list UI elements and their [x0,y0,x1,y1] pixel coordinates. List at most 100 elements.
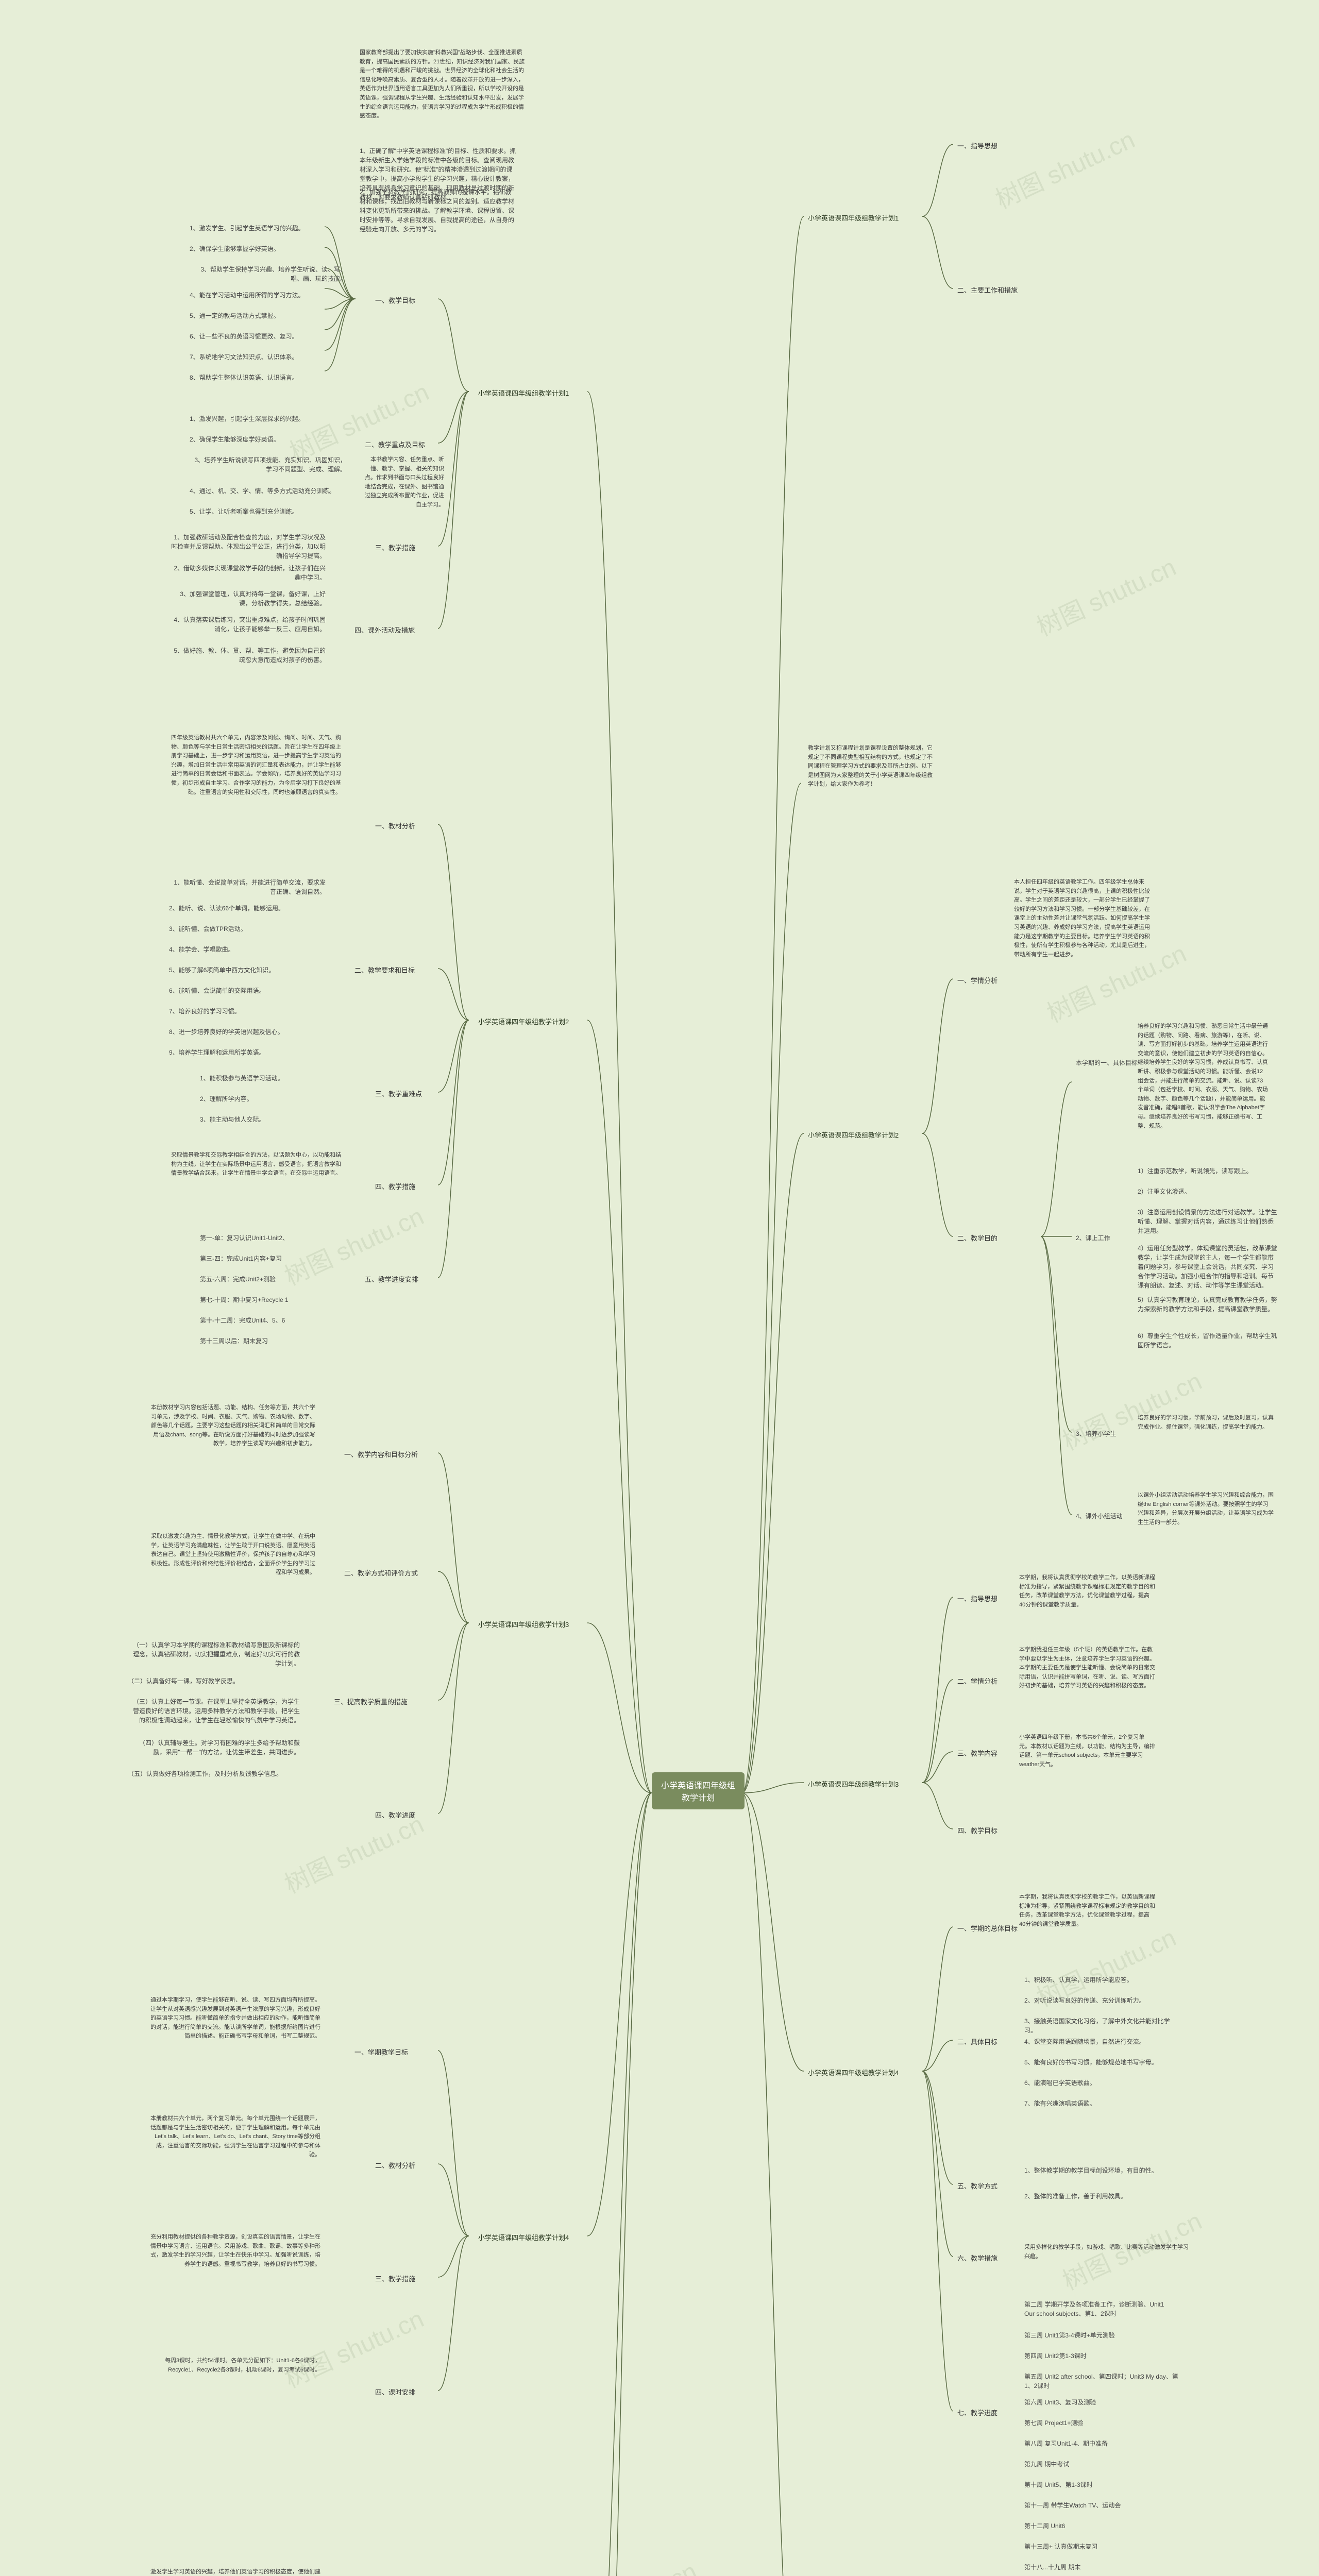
l2-c4: 四、教学措施 [371,1180,419,1194]
l1-c2-i1: 1、激发兴趣，引起学生深层探求的兴趣。 [185,412,309,426]
watermark: 树图 shutu.cn [278,2299,429,2395]
l2-c2-i9: 9、培养学生理解和运用所学英语。 [165,1046,269,1059]
r4-c2-i6: 6、能演唱已学英语歌曲。 [1020,2076,1100,2090]
watermark: 树图 shutu.cn [989,120,1140,215]
l4-c2-text: 本册教材共六个单元，两个复习单元。每个单元围绕一个话题展开，话题都是与学生生活密… [144,2112,325,2162]
r4-c5-i11: 第十二周 Unit6 [1020,2519,1069,2533]
r4-c2-i4: 4、课堂交际用语跟随场景，自然进行交流。 [1020,2035,1149,2048]
l2-c5-i3: 第五-六周：完成Unit2+测验 [196,1273,280,1286]
watermark: 树图 shutu.cn [1030,547,1181,643]
l3-c2-text: 采取以激发兴趣为主、情景化教学方式，让学生在做中学、在玩中学，让英语学习充满趣味… [144,1530,319,1580]
l1-c1-i5: 5、通一定的教与活动方式掌握。 [185,309,284,323]
r2-c2-s3-text: 培养良好的学习习惯，学前预习，课后及时复习，认真完成作业。抓住课堂，强化训练，提… [1134,1412,1278,1434]
r2-c1-text: 本人担任四年级的英语教学工作。四年级学生总体来说，学生对于英语学习的兴趣很高，上… [1010,876,1154,961]
r4-c2-i1: 1、积极听、认真学，运用所学能应答。 [1020,1973,1137,1987]
l2-c2-i8: 8、进一步培养良好的学英语兴趣及信心。 [165,1025,288,1039]
r4-c2-i5: 5、能有良好的书写习惯，能够规范地书写字母。 [1020,2056,1162,2069]
r2-c2-s4-text: 以课外小组活动活动培养学生学习兴趣和综合能力，围绕the English cor… [1134,1489,1278,1529]
r4-c2-i7: 7、能有兴趣演唱英语歌。 [1020,2097,1100,2110]
l1-c2-i5: 5、让学、让听者听案也得到充分训练。 [185,505,302,518]
l2-c2-i2: 2、能听、说、认读66个单词，能够运用。 [165,902,289,915]
r4-c5-i9: 第十周 Unit5、第1-3课时 [1020,2478,1097,2492]
l3-c4: 四、教学进度 [371,1808,419,1823]
l1-c3: 三、教学措施 [371,541,419,555]
branch-r2-c2: 二、教学目的 [953,1231,1002,1246]
r4-c5-i10: 第十一周 带学生Watch TV、运动会 [1020,2499,1125,2512]
l1-c1-i7: 7、系统地学习文法知识点、认识体系。 [185,350,302,364]
r1-c2-item2: 2、加强学科教学的研究，提高教师的授课水平。钻研教材和课标，找出旧教材与新课标之… [356,185,520,236]
l4-c1-text: 通过本学期学习，使学生能够在听、说、读、写四方面均有所提高。让学生从对英语感兴趣… [144,1994,325,2043]
l1-c1-i8: 8、帮助学生整体认识英语、认识语言。 [185,371,302,384]
r2-c2-s2-i6: 6）尊重学生个性成长，留作适量作业，帮助学生巩固所学语言。 [1134,1329,1283,1352]
r4-c5-i1: 第二周 学期开学及各项准备工作，诊断测验、Unit1 Our school su… [1020,2298,1175,2320]
l5-c1-text: 激发学生学习英语的兴趣，培养他们英语学习的积极态度，使他们建立初步的学习英语的自… [144,2566,325,2576]
l3-c1: 一、教学内容和目标分析 [340,1448,422,1462]
l1-c3-i4: 4、认真落实课后练习，突出重点难点，给孩子时间巩固消化，让孩子能够举一反三、应用… [165,613,330,636]
r2-c2-s1: 本学期的一、具体目标 [1072,1056,1142,1070]
r4-c2: 二、具体目标 [953,2035,1002,2049]
r4-c5-i3: 第四周 Unit2第1-3课时 [1020,2349,1091,2363]
branch-r2: 小学英语课四年级组教学计划2 [804,1128,903,1143]
r4-c5-i13: 第十八...十九周 期末 [1020,2561,1085,2574]
r3-c2: 二、学情分析 [953,1674,1002,1689]
r4-c1: 一、学期的总体目标 [953,1922,1022,1936]
l2-c5-i4: 第七-十周：期中复习+Recycle 1 [196,1293,293,1307]
r4-c5-i2: 第三周 Unit1第3-4课时+单元测验 [1020,2329,1119,2342]
l1-c3-i5: 5、做好施、教、体、贯、帮、等工作，避免因为自己的疏忽大意而造成对孩子的伤害。 [165,644,330,667]
l4-c1: 一、学期教学目标 [350,2045,412,2060]
r2-c2-s1-text: 培养良好的学习兴趣和习惯、熟悉日常生活中最普通的话题（购物、问路、看病、旅游等）… [1134,1020,1273,1133]
r2-c2-s2-i4: 4）运用任务型教学，体现课堂的灵活性，改革课堂教学，让学生成为课堂的主人，每一个… [1134,1242,1283,1292]
r4-c4-text: 采用多样化的教学手段，如游戏、唱歌、比赛等活动激发学生学习兴趣。 [1020,2241,1195,2263]
l1-c2-i2: 2、确保学生能够深度学好英语。 [185,433,284,446]
l3-c3-i4: （四）认真辅导差生。对学习有困难的学生多给予帮助和鼓励，采用"一帮一"的方法，让… [124,1736,304,1759]
l3-c3-i2: （二）认真备好每一课，写好教学反思。 [124,1674,243,1688]
l3-c2: 二、教学方式和评价方式 [340,1566,422,1581]
r3-c3: 三、教学内容 [953,1747,1002,1761]
l1-c2-i4: 4、通过、机、交、学、情、等多方式活动充分训练。 [185,484,340,498]
l1-c2-i3: 3、培养学生听说读写四项技能、充实知识、巩固知识，学习不同题型、完成、理解。 [185,453,350,476]
l3-c3: 三、提高教学质量的措施 [330,1695,412,1709]
l1-c1-i1: 1、激发学生、引起学生英语学习的兴趣。 [185,222,309,235]
l1-c3-i1: 1、加强教研活动及配合检查的力度，对学生学习状况及时检查并反馈帮助。体现出公平公… [165,531,330,563]
l1-c2-text: 本书教学内容、任务重点、听懂、教学、掌握、相关的知识点。作求到书面与口头过程良好… [361,453,448,512]
r4-c1-text: 本学期，我将认真贯彻学校的教学工作，以英语新课程标准为指导，紧紧围绕教学课程标准… [1015,1891,1159,1931]
branch-l1: 小学英语课四年级组教学计划1 [474,386,573,401]
r4-c5-i4: 第五周 Unit2 after school、第四课时；Unit3 My day… [1020,2370,1185,2393]
r4-c3-i2: 2、整体的准备工作，善于利用教具。 [1020,2190,1131,2203]
r4-c5-i8: 第九周 期中考试 [1020,2458,1073,2471]
r2-c2-s2-i3: 3）注意运用创设情景的方法进行对话教学。让学生听懂、理解、掌握对话内容，通过练习… [1134,1206,1283,1238]
l4-c2: 二、教材分析 [371,2159,419,2173]
l2-c4-text: 采取情景教学和交际教学相结合的方法，以话题为中心，以功能和结构为主线，让学生在实… [165,1149,345,1180]
r4-c5-i12: 第十三周+ 认真做期末复习 [1020,2540,1102,2553]
r3-c3-text: 小学英语四年级下册，本书共6个单元，2个复习单元。本教材以话题为主线，以功能、结… [1015,1731,1159,1771]
mindmap-canvas: 小学英语课四年级组教学计划 教学计划又称课程计划是课程设置的整体规划，它规定了不… [0,0,1319,2576]
l2-c2-i4: 4、能学会、学唱歌曲。 [165,943,239,956]
l4-c4: 四、课时安排 [371,2385,419,2400]
r2-c2-s2-i2: 2）注重文化渗透。 [1134,1185,1195,1198]
l2-c5-i2: 第三-四：完成Unit1内容+复习 [196,1252,286,1265]
l3-c3-i5: （五）认真做好各项检测工作，及时分析反馈教学信息。 [124,1767,286,1781]
r2-c2-s2: 2、课上工作 [1072,1231,1114,1245]
r3-c2-text: 本学期我担任三年级（5个班）的英语教学工作。在教学中要以学生为主体，注意培养学生… [1015,1643,1159,1693]
l2-c5-i6: 第十三周以后：期末复习 [196,1334,272,1348]
r4-c3: 五、教学方式 [953,2179,1002,2194]
r4-c5-i5: 第六周 Unit3、复习及测验 [1020,2396,1100,2409]
l2-c5-i1: 第一-单：复习认识Unit1-Unit2、 [196,1231,293,1245]
l4-c3: 三、教学措施 [371,2272,419,2286]
l1-c4: 四、课外活动及措施 [350,623,419,638]
l4-c3-text: 充分利用教材提供的各种教学资源，创设真实的语言情景，让学生在情景中学习语言、运用… [144,2231,325,2271]
l2-c3-i3: 3、能主动与他人交际。 [196,1113,269,1126]
r4-c5-i6: 第七周 Project1+测验 [1020,2416,1087,2430]
branch-r3: 小学英语课四年级组教学计划3 [804,1777,903,1792]
watermark: 树图 shutu.cn [1056,1361,1207,1457]
root-node: 小学英语课四年级组教学计划 [652,1772,745,1809]
l2-c2-i6: 6、能听懂、会说简单的交际用语。 [165,984,269,997]
r3-c1-text: 本学期，我将认真贯彻学校的教学工作，以英语新课程标准为指导，紧紧围绕教学课程标准… [1015,1571,1159,1612]
branch-r1-c2: 二、主要工作和措施 [953,283,1022,298]
watermark: 树图 shutu.cn [551,2551,702,2576]
l2-c2-i3: 3、能听懂、会做TPR活动。 [165,922,251,936]
l2-c5-i5: 第十-十二周：完成Unit4、5、6 [196,1314,289,1327]
l2-c2-i7: 7、培养良好的学习习惯。 [165,1005,245,1018]
branch-r1: 小学英语课四年级组教学计划1 [804,211,903,226]
r2-c2-s3: 3、培养小学生 [1072,1427,1121,1440]
